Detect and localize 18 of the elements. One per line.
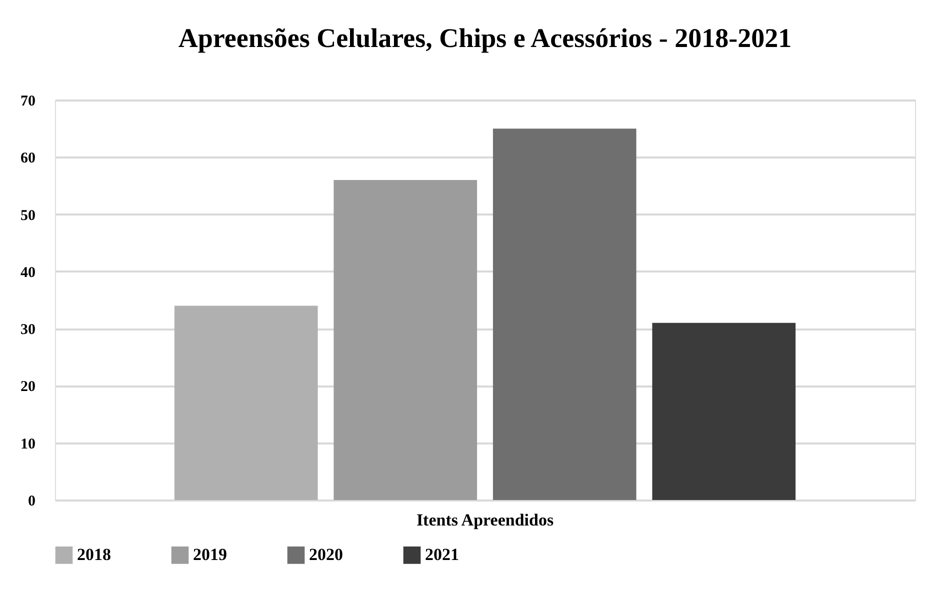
y-tick-label: 60 — [20, 150, 36, 167]
y-tick-label: 20 — [20, 379, 36, 396]
y-tick-label: 0 — [28, 494, 36, 510]
legend-label: 2019 — [193, 545, 227, 564]
x-tick-label: Itents Apreendidos — [416, 510, 554, 530]
legend-label: 2021 — [425, 545, 459, 564]
bar — [652, 322, 796, 500]
chart-title: Apreensões Celulares, Chips e Acessórios - 2018-2021 — [178, 23, 792, 53]
bar — [174, 306, 318, 500]
legend-label: 2018 — [77, 545, 111, 564]
y-tick-label: 50 — [20, 208, 36, 224]
bar — [492, 128, 636, 500]
y-tick-label: 40 — [20, 264, 36, 281]
y-tick-label: 70 — [20, 94, 36, 110]
y-tick-label: 10 — [20, 436, 36, 452]
y-tick-label: 30 — [20, 322, 36, 338]
bar — [334, 180, 478, 500]
legend-label: 2020 — [309, 545, 343, 564]
